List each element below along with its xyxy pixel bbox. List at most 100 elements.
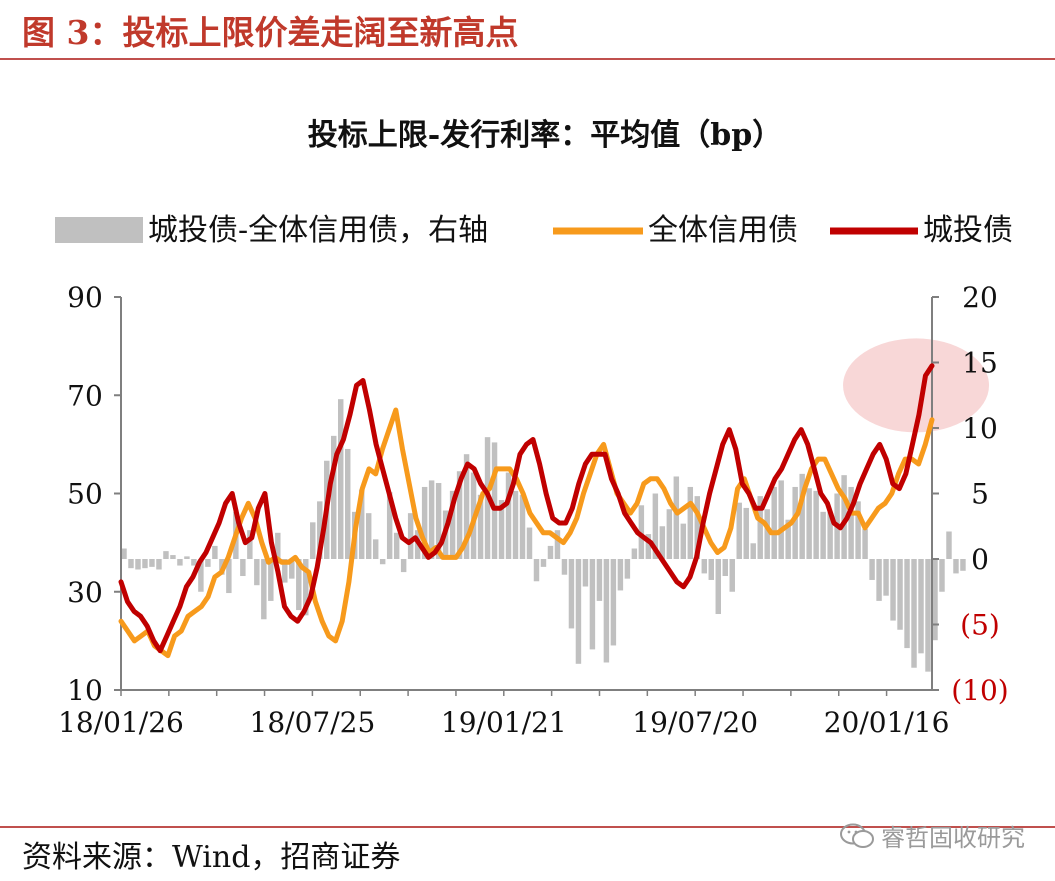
bar xyxy=(778,480,784,559)
bar xyxy=(939,559,945,592)
bar xyxy=(149,559,155,567)
bar xyxy=(338,399,344,559)
bar xyxy=(925,559,931,672)
x-tick-label: 18/01/26 xyxy=(58,706,184,739)
left-tick-label: 70 xyxy=(67,379,103,412)
bar xyxy=(386,492,393,559)
bar xyxy=(303,559,309,616)
bar xyxy=(645,534,652,559)
bar xyxy=(757,496,763,559)
bar xyxy=(365,513,372,559)
bar xyxy=(491,442,498,559)
bar xyxy=(883,559,889,596)
bar xyxy=(463,454,470,559)
bar xyxy=(456,471,463,559)
bar xyxy=(911,559,917,668)
left-tick-label: 30 xyxy=(67,576,103,609)
bar xyxy=(407,513,414,559)
title-divider xyxy=(0,58,1055,60)
highlight-circle xyxy=(843,338,990,433)
bar xyxy=(666,509,673,559)
figure-title: 图 3：投标上限价差走阔至新高点 xyxy=(22,13,519,52)
footer-divider xyxy=(0,826,1055,828)
bar xyxy=(268,559,274,601)
bar xyxy=(505,472,512,559)
bar xyxy=(701,559,708,574)
bar xyxy=(575,559,582,664)
legend-chengtou-label: 城投债 xyxy=(923,213,1013,248)
legend-allcredit-label: 全体信用债 xyxy=(648,213,798,248)
bar xyxy=(624,559,631,579)
bar xyxy=(135,559,141,570)
bar xyxy=(848,486,854,559)
bar xyxy=(673,476,680,559)
bar xyxy=(897,559,903,630)
bar xyxy=(191,559,197,566)
bar xyxy=(561,559,568,575)
bar xyxy=(953,559,959,574)
bar xyxy=(862,528,868,559)
bar xyxy=(722,559,728,577)
bar xyxy=(603,559,610,663)
bar xyxy=(687,486,694,559)
right-tick-label: 20 xyxy=(962,281,998,314)
bar xyxy=(240,559,246,577)
bar xyxy=(582,559,589,587)
bar xyxy=(310,522,316,559)
left-tick-label: 10 xyxy=(67,674,103,707)
bar xyxy=(715,559,721,615)
watermark-text: 睿哲固收研究 xyxy=(881,824,1025,852)
watermark: 睿哲固收研究 xyxy=(839,818,1025,853)
legend-bar-swatch xyxy=(55,217,143,243)
bar xyxy=(344,448,351,559)
bar xyxy=(477,494,484,559)
chart-title: 投标上限-发行利率：平均值（bp） xyxy=(308,118,782,153)
right-tick-label: 15 xyxy=(962,347,998,380)
bar xyxy=(827,511,833,559)
bar xyxy=(820,511,826,559)
bar xyxy=(708,559,715,580)
bar xyxy=(547,545,554,559)
x-tick-label: 19/07/20 xyxy=(632,706,758,739)
bar xyxy=(275,532,281,559)
left-tick-label: 50 xyxy=(67,478,103,511)
x-tick-label: 19/01/21 xyxy=(441,706,567,739)
bar xyxy=(198,559,204,592)
bar xyxy=(421,486,428,559)
bar xyxy=(331,435,337,559)
bar xyxy=(540,559,547,567)
bar xyxy=(680,523,687,559)
bar xyxy=(792,486,798,559)
bar xyxy=(764,509,770,559)
wechat-icon xyxy=(840,823,874,848)
right-tick-label: 5 xyxy=(971,478,989,511)
bar xyxy=(869,559,875,580)
bar xyxy=(876,559,882,601)
bar xyxy=(519,494,526,559)
bar xyxy=(533,559,540,582)
chart-canvas: 投标上限-发行利率：平均值（bp） 城投债-全体信用债，右轴 全体信用债 城投债… xyxy=(55,118,1013,739)
bar xyxy=(652,493,659,559)
bar xyxy=(296,559,302,611)
bar xyxy=(855,501,861,559)
right-tick-label: (5) xyxy=(960,609,1000,642)
bar xyxy=(694,496,701,559)
bar xyxy=(254,559,260,586)
bar xyxy=(750,543,756,559)
bar xyxy=(596,559,603,601)
bar xyxy=(170,555,176,559)
bar xyxy=(289,559,295,579)
bar xyxy=(142,559,148,569)
right-tick-label: 0 xyxy=(971,543,989,576)
bar xyxy=(128,559,134,569)
right-tick-label: 10 xyxy=(962,412,998,445)
bar xyxy=(400,559,407,573)
left-tick-label: 90 xyxy=(67,281,103,314)
bar xyxy=(226,559,232,594)
x-tick-label: 20/01/16 xyxy=(824,706,950,739)
bar xyxy=(358,489,365,559)
bar xyxy=(428,480,435,559)
bar xyxy=(379,559,386,565)
bar xyxy=(212,545,218,559)
bar xyxy=(589,559,596,650)
